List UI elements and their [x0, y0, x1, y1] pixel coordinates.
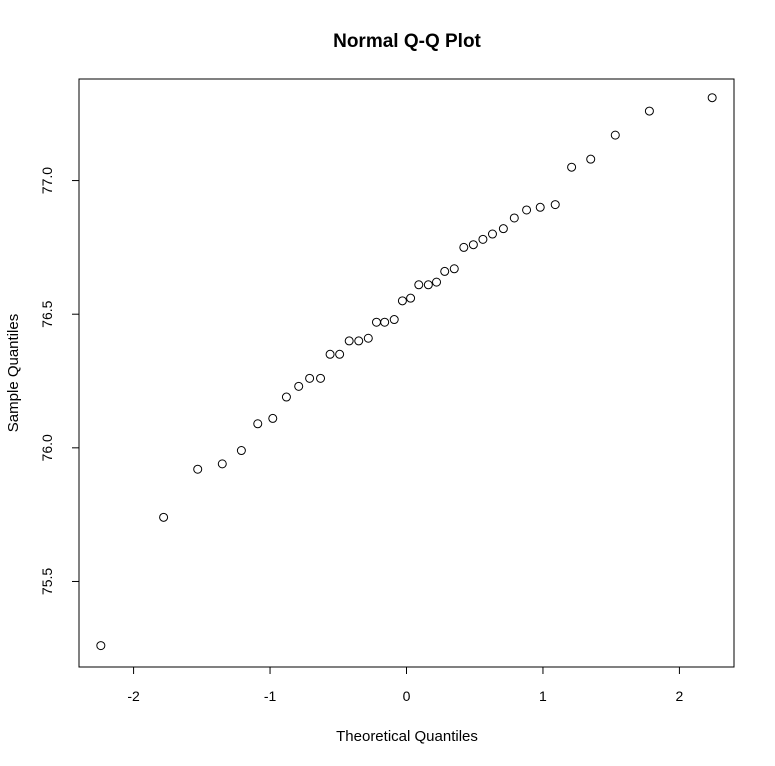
data-point	[468, 240, 478, 250]
data-point	[449, 264, 459, 274]
y-axis-label: Sample Quantiles	[5, 314, 22, 432]
data-point	[281, 392, 291, 402]
x-tick-label: -1	[264, 688, 277, 704]
data-point	[509, 213, 519, 223]
y-tick-label: 76.0	[39, 434, 55, 461]
data-point	[96, 641, 106, 651]
data-point	[707, 93, 717, 103]
data-point	[522, 205, 532, 215]
data-point	[406, 293, 416, 303]
data-point	[159, 512, 169, 522]
data-point	[440, 266, 450, 276]
x-tick-label: 0	[403, 688, 411, 704]
data-point	[459, 242, 469, 252]
data-point	[478, 234, 488, 244]
data-point	[414, 280, 424, 290]
y-tick-label: 77.0	[39, 167, 55, 194]
data-point	[610, 130, 620, 140]
data-point	[389, 315, 399, 325]
x-axis-label: Theoretical Quantiles	[336, 728, 478, 745]
x-tick-label: -2	[127, 688, 140, 704]
y-tick-label: 76.5	[39, 300, 55, 327]
x-tick-label: 1	[539, 688, 547, 704]
x-axis: -2 -1 0 1 2	[127, 666, 684, 704]
x-tick-label: 2	[676, 688, 684, 704]
chart-title: Normal Q-Q Plot	[333, 31, 481, 52]
data-point	[363, 333, 373, 343]
data-point	[335, 349, 345, 359]
data-point	[371, 317, 381, 327]
data-point	[586, 154, 596, 164]
data-point	[567, 162, 577, 172]
data-point	[217, 459, 227, 469]
data-point	[193, 464, 203, 474]
plot-frame	[78, 78, 735, 668]
data-point	[316, 373, 326, 383]
data-point	[294, 381, 304, 391]
data-point	[305, 373, 315, 383]
data-point	[236, 446, 246, 456]
data-point	[325, 349, 335, 359]
data-point	[253, 419, 263, 429]
data-point	[397, 296, 407, 306]
data-point	[644, 106, 654, 116]
data-point	[550, 200, 560, 210]
data-point	[535, 202, 545, 212]
data-point	[423, 280, 433, 290]
data-points	[96, 93, 717, 651]
data-point	[354, 336, 364, 346]
data-point	[487, 229, 497, 239]
data-point	[268, 413, 278, 423]
data-point	[344, 336, 354, 346]
y-tick-label: 75.5	[39, 568, 55, 595]
data-point	[380, 317, 390, 327]
data-point	[432, 277, 442, 287]
data-point	[498, 224, 508, 234]
y-axis: 75.5 76.0 76.5 77.0	[39, 167, 80, 595]
